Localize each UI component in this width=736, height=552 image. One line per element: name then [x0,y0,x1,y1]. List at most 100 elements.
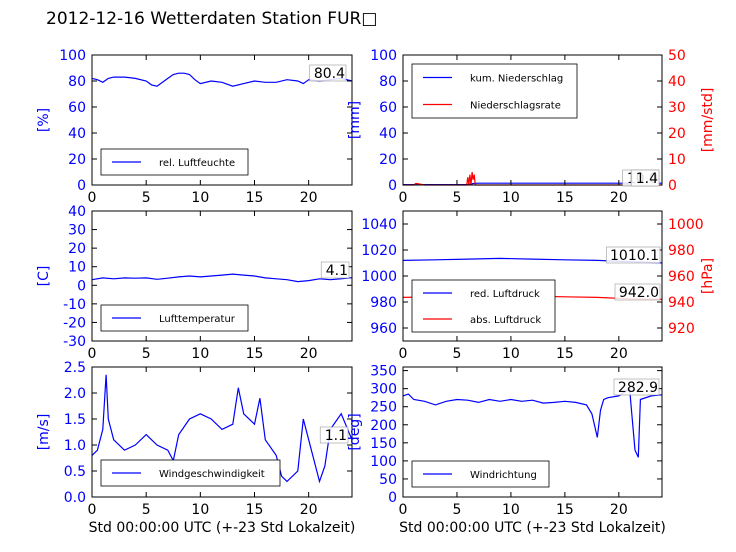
y-right-tick-label: 50 [668,48,686,64]
y-tick-label: -10 [63,297,86,313]
x-tick-label: 15 [556,502,574,518]
annotation-label: 942.0 [619,285,659,301]
x-tick-label: 10 [502,346,520,362]
y-tick-label: 200 [370,418,397,434]
annotation-label: 1010.1 [610,248,659,264]
x-tick-label: 15 [556,190,574,206]
y-right-axis-label: [mm/std] [700,88,716,153]
y-tick-label: 2.5 [64,360,86,376]
figure-title: 2012-12-16 Wetterdaten Station FUR□ [46,9,378,29]
annotation-box [320,261,350,279]
legend-label: red. Luftdruck [470,289,540,300]
y-tick-label: 20 [68,241,86,257]
y-right-axis-label: [hPa] [700,258,716,294]
x-tick-label: 5 [452,502,461,518]
y-tick-label: 0.5 [64,464,86,480]
legend: Lufttemperatur [100,304,249,332]
x-tick-label: 20 [300,346,318,362]
panel-pressure: 0 5 10 15 20 960 980 1000 1020 1040 920 940 960 980 10… [361,210,716,362]
y-right-tick-label: 0 [668,178,677,194]
axes-frame [91,366,353,498]
panel-wind_speed: 0 5 10 15 20 0.0 0.5 1.0 1.5 2.0 2.5 [m/s] Std 00:00… [36,360,355,536]
series-line-humidity-0 [91,72,353,87]
y-tick-label: 0 [77,278,86,294]
x-tick-label: 10 [191,502,209,518]
legend-label: abs. Luftdruck [470,315,541,326]
x-tick-label: 0 [88,346,97,362]
y-tick-label: 60 [379,100,397,116]
panel-temperature: 0 5 10 15 20 -30 -20 -10 0 10 20 30 40 [C] Lufttempera… [36,204,353,362]
y-right-tick-label: 1000 [668,217,704,233]
legend-label: Lufttemperatur [159,314,236,325]
x-tick-label: 0 [88,502,97,518]
y-tick-label: 980 [370,295,397,311]
y-right-tick-label: 10 [668,152,686,168]
y-tick-label: 1020 [361,243,397,259]
panel-humidity: 0 5 10 15 20 0 20 40 60 80 100 [%] rel. Luftfeuchte 8… [36,48,353,206]
annotation-box [606,246,661,264]
x-tick-label: 10 [191,346,209,362]
x-tick-label: 5 [452,346,461,362]
y-axis-label: [deg] [347,413,363,450]
axes-frame [91,54,353,186]
y-tick-label: 350 [370,364,397,380]
y-tick-label: -20 [63,315,86,331]
legend-box [411,63,578,119]
axes-frame [402,54,663,186]
y-tick-label: 100 [370,454,397,470]
y-right-tick-label: 940 [668,295,695,311]
y-tick-label: 0 [77,178,86,194]
y-tick-label: 50 [379,472,397,488]
x-axis-label: Std 00:00:00 UTC (+-23 Std Lokalzeit) [89,520,356,536]
x-tick-label: 0 [399,502,408,518]
x-tick-label: 20 [610,190,628,206]
annotation-label: 1.4 [636,171,658,187]
y-tick-label: 1000 [361,269,397,285]
y-tick-label: 40 [68,204,86,220]
y-tick-label: 0.0 [64,490,86,506]
y-tick-label: 40 [68,126,86,142]
y-tick-label: 100 [370,48,397,64]
legend: Windrichtung [411,460,550,488]
x-tick-label: 20 [610,502,628,518]
y-tick-label: 250 [370,400,397,416]
annotation-box [614,283,661,301]
y-tick-label: 30 [68,223,86,239]
y-tick-label: 300 [370,382,397,398]
legend-label: kum. Niederschlag [470,74,563,85]
x-tick-label: 15 [246,346,264,362]
x-tick-label: 20 [610,346,628,362]
y-tick-label: 150 [370,436,397,452]
y-axis-label: [C] [36,266,52,287]
axes-frame [91,210,353,342]
x-tick-label: 5 [142,502,151,518]
annotation-box [630,169,660,187]
legend-box [411,279,556,333]
legend: Windgeschwindigkeit [100,459,281,487]
panel-precip: 0 5 10 15 20 0 20 40 60 80 100 0 10 20 30 40 50 [mm] [mm/s… [347,48,716,206]
y-tick-label: 10 [68,260,86,276]
y-right-tick-label: 980 [668,243,695,259]
y-axis-label: [%] [36,108,52,132]
x-tick-label: 5 [142,190,151,206]
x-tick-label: 20 [300,502,318,518]
x-tick-label: 10 [502,190,520,206]
y-axis-label: [mm] [347,101,363,139]
y-tick-label: 20 [379,152,397,168]
y-tick-label: 2.0 [64,386,86,402]
x-tick-label: 10 [191,190,209,206]
y-right-tick-label: 30 [668,100,686,116]
y-tick-label: 80 [379,74,397,90]
x-tick-label: 5 [142,346,151,362]
y-right-tick-label: 960 [668,269,695,285]
legend-label: Windrichtung [470,470,537,481]
x-tick-label: 5 [452,190,461,206]
x-tick-label: 0 [399,346,408,362]
legend: red. Luftdruck abs. Luftdruck [411,279,556,333]
legend-label: Windgeschwindigkeit [159,469,265,480]
annotation-box [319,426,349,444]
x-tick-label: 20 [300,190,318,206]
y-right-tick-label: 20 [668,126,686,142]
annotation-box [309,64,347,82]
